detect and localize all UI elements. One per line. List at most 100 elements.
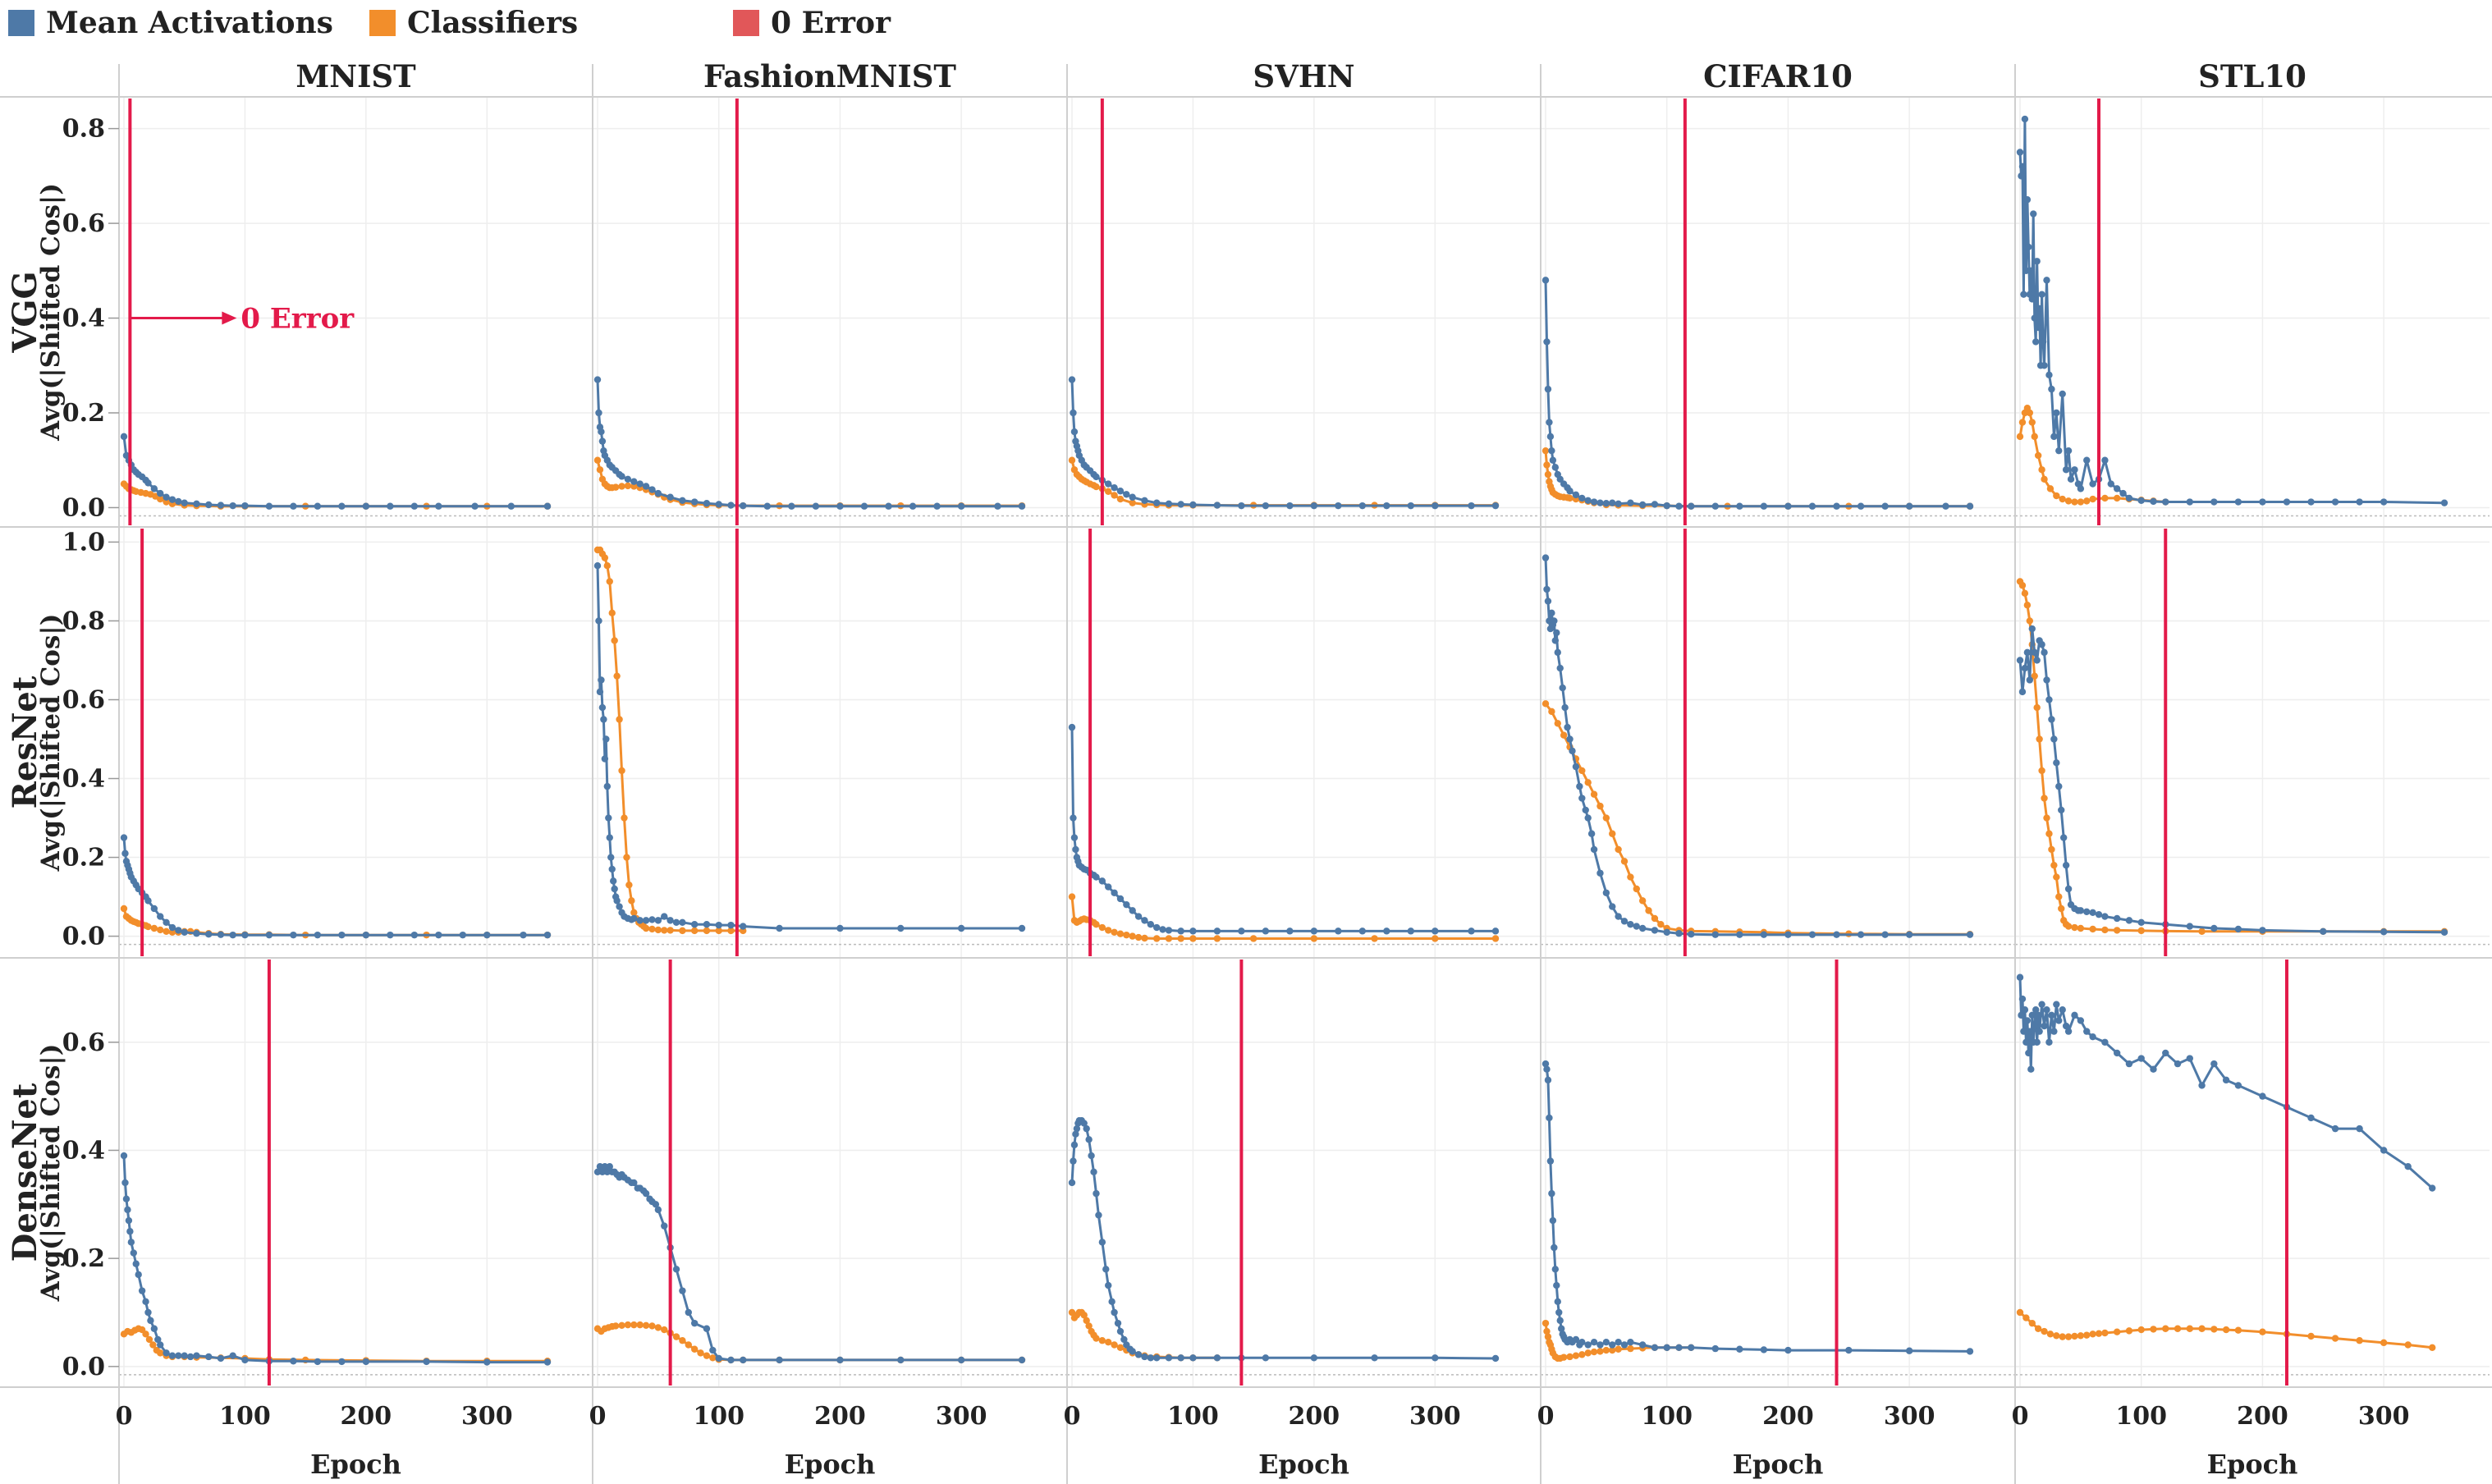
- classifiers-point: [1544, 1333, 1552, 1340]
- mean-activations-point: [142, 1298, 149, 1306]
- mean-activations-point: [2048, 1011, 2055, 1019]
- mean-activations-point: [2186, 1055, 2193, 1062]
- classifiers-point: [1085, 1322, 1093, 1330]
- mean-activations-point: [144, 479, 152, 487]
- mean-activations-point: [1554, 1298, 1561, 1306]
- classifiers-point: [2210, 1326, 2218, 1333]
- mean-activations-point: [2023, 196, 2032, 204]
- mean-activations-point: [2283, 498, 2291, 506]
- classifiers-point: [1560, 1353, 1568, 1361]
- mean-activations-point: [2033, 657, 2041, 664]
- classifiers-line: [598, 548, 744, 932]
- mean-activations-point: [1070, 814, 1077, 822]
- mean-activations-point: [265, 502, 273, 510]
- mean-activations-point: [2113, 1049, 2121, 1057]
- mean-activations-point: [1551, 1266, 1560, 1273]
- classifiers-point: [1627, 873, 1634, 881]
- legend-item[interactable]: Mean Activations: [8, 6, 333, 40]
- y-axis-label: Avg(|Shifted Cos|): [36, 1044, 66, 1303]
- mean-activations-point: [1546, 1114, 1553, 1122]
- mean-activations-point: [618, 473, 625, 480]
- mean-activations-point: [2404, 1163, 2412, 1170]
- mean-activations-point: [598, 676, 605, 684]
- mean-activations-point: [763, 502, 771, 510]
- y-tick-label: 0.0: [62, 923, 105, 951]
- classifiers-point: [703, 927, 711, 935]
- mean-activations-line: [596, 379, 1022, 508]
- classifiers-point: [1098, 923, 1106, 932]
- mean-activations-point: [1609, 1341, 1616, 1349]
- classifiers-point: [606, 578, 613, 585]
- mean-activations-point: [2234, 1082, 2242, 1089]
- classifiers-point: [2095, 1330, 2103, 1337]
- classifiers-point: [690, 927, 699, 935]
- mean-activations-point: [598, 1168, 607, 1175]
- mean-activations-point: [1544, 385, 1552, 393]
- mean-activations-point: [1572, 1335, 1580, 1344]
- mean-activations-point: [2331, 1124, 2339, 1133]
- y-tick-label: 0.8: [62, 607, 105, 635]
- mean-activations-point: [1546, 419, 1553, 426]
- mean-activations-point: [435, 931, 442, 939]
- mean-activations-point: [410, 931, 419, 939]
- classifiers-point: [145, 1335, 153, 1344]
- classifiers-point: [2404, 1341, 2412, 1349]
- classifiers-point: [709, 1354, 717, 1362]
- classifiers-point: [596, 466, 604, 474]
- classifiers-point: [1584, 1349, 1592, 1357]
- classifiers-point: [2026, 617, 2034, 625]
- classifiers-point: [2077, 498, 2085, 506]
- mean-activations-point: [2058, 806, 2065, 814]
- mean-activations-point: [1966, 502, 1974, 510]
- mean-activations-point: [690, 920, 699, 928]
- mean-activations-point: [2034, 1011, 2042, 1019]
- mean-activations-point: [2032, 1006, 2040, 1014]
- mean-activations-point: [1905, 931, 1913, 938]
- mean-activations-point: [1129, 907, 1136, 914]
- mean-activations-point: [2018, 163, 2027, 171]
- classifiers-point: [661, 927, 668, 934]
- x-axis-label: Epoch: [310, 1449, 401, 1480]
- mean-activations-point: [1189, 501, 1197, 509]
- classifiers-point: [613, 672, 621, 680]
- mean-activations-point: [2089, 1033, 2096, 1041]
- mean-activations-point: [598, 437, 607, 445]
- classifiers-point: [2038, 767, 2045, 775]
- mean-activations-point: [690, 1319, 699, 1327]
- mean-activations-point: [1651, 927, 1659, 934]
- mean-activations-point: [1711, 1344, 1719, 1353]
- legend-item[interactable]: Classifiers: [369, 6, 578, 40]
- mean-activations-point: [2083, 456, 2091, 464]
- mean-activations-point: [1615, 1339, 1622, 1346]
- mean-activations-point: [1548, 1189, 1555, 1198]
- mean-activations-point: [1857, 502, 1865, 510]
- mean-activations-point: [2062, 1022, 2070, 1030]
- mean-activations-point: [2018, 172, 2025, 180]
- classifiers-point: [2174, 1325, 2182, 1332]
- mean-activations-point: [1165, 1354, 1173, 1362]
- mean-activations-point: [1141, 1353, 1148, 1361]
- legend-item[interactable]: 0 Error: [733, 6, 891, 40]
- classifiers-point: [642, 1321, 650, 1329]
- classifiers-point: [654, 1324, 662, 1331]
- zero-error-annotation: 0 Error: [240, 303, 355, 336]
- mean-activations-point: [1018, 1356, 1026, 1364]
- classifiers-point: [2234, 1326, 2242, 1334]
- mean-activations-point: [121, 850, 129, 857]
- classifiers-point: [2071, 923, 2078, 932]
- panel-resnet-cifar10: [1541, 529, 1974, 956]
- mean-activations-point: [2050, 735, 2058, 743]
- mean-activations-point: [2356, 498, 2363, 506]
- classifiers-point: [636, 1321, 644, 1329]
- classifiers-point: [1566, 494, 1574, 502]
- mean-activations-point: [1808, 931, 1816, 938]
- mean-activations-point: [205, 501, 213, 509]
- mean-activations-point: [127, 1239, 135, 1246]
- mean-activations-line: [1070, 1119, 1496, 1360]
- mean-activations-point: [596, 688, 604, 696]
- mean-activations-point: [290, 502, 297, 510]
- classifiers-point: [1111, 492, 1118, 499]
- mean-activations-point: [1383, 502, 1390, 510]
- mean-activations-point: [2025, 243, 2032, 251]
- mean-activations-point: [611, 885, 618, 893]
